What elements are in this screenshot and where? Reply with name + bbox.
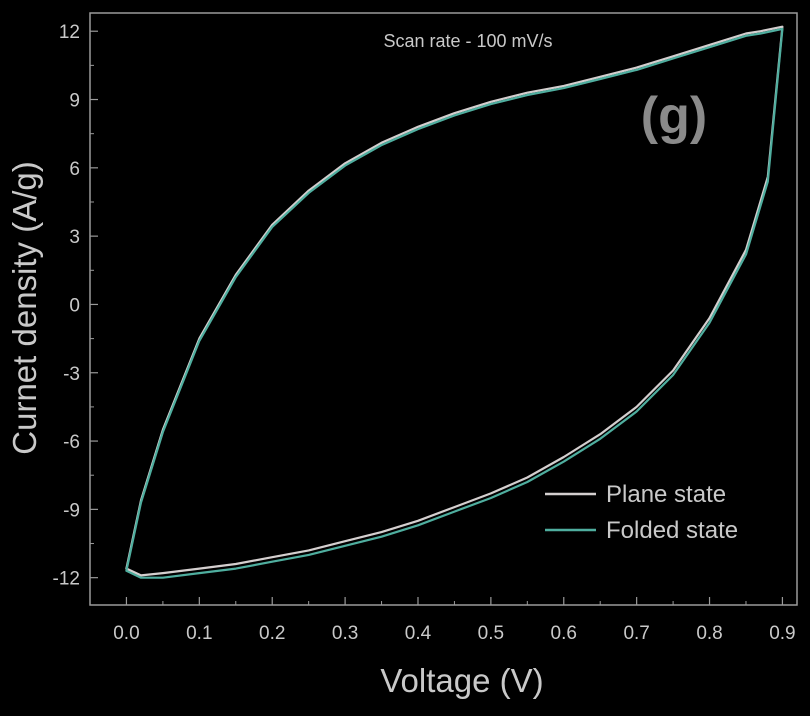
y-tick-label: 0: [69, 295, 80, 316]
y-tick-label: -6: [63, 432, 80, 453]
y-tick-label: -3: [63, 364, 80, 385]
y-tick-label: 6: [69, 159, 80, 180]
plot-frame: [89, 12, 798, 606]
legend-label-folded: Folded state: [606, 517, 738, 544]
x-tick-label: 0.2: [259, 623, 285, 644]
panel-label: (g): [641, 87, 707, 145]
x-tick-label: 0.4: [405, 623, 432, 644]
series-folded-state-line: [125, 27, 784, 579]
x-tick-label: 0.0: [113, 623, 139, 644]
y-tick-label: -9: [63, 500, 80, 521]
y-tick-label: 12: [59, 22, 80, 43]
scan-rate-annotation: Scan rate - 100 mV/s: [383, 31, 552, 51]
x-tick-label: 0.5: [478, 623, 504, 644]
x-tick-label: 0.8: [696, 623, 722, 644]
x-tick-label: 0.3: [332, 623, 358, 644]
series-plane-state-line: [125, 25, 784, 577]
x-tick-label: 0.1: [186, 623, 212, 644]
y-axis-title: Curnet density (A/g): [6, 161, 43, 454]
y-tick-label: 3: [69, 227, 80, 248]
x-tick-label: 0.7: [623, 623, 649, 644]
x-tick-label: 0.9: [769, 623, 795, 644]
x-axis-title: Voltage (V): [380, 662, 543, 699]
y-tick-label: -12: [53, 569, 80, 590]
legend-label-plane: Plane state: [606, 481, 726, 508]
x-tick-label: 0.6: [551, 623, 577, 644]
y-tick-label: 9: [69, 91, 80, 112]
legend: Plane state Folded state: [545, 481, 738, 544]
